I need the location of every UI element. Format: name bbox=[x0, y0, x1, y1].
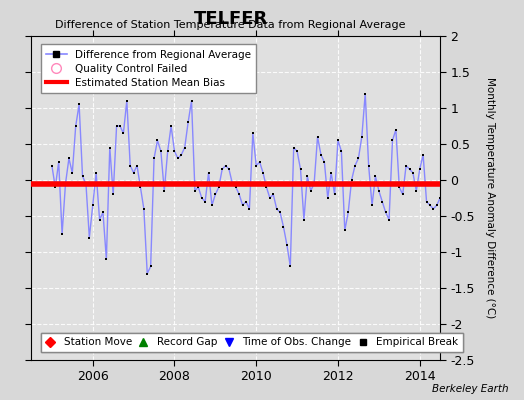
Y-axis label: Monthly Temperature Anomaly Difference (°C): Monthly Temperature Anomaly Difference (… bbox=[485, 77, 495, 319]
Text: TELFER: TELFER bbox=[193, 10, 268, 28]
Text: Difference of Station Temperature Data from Regional Average: Difference of Station Temperature Data f… bbox=[56, 20, 406, 30]
Legend: Station Move, Record Gap, Time of Obs. Change, Empirical Break: Station Move, Record Gap, Time of Obs. C… bbox=[41, 333, 463, 352]
Text: Berkeley Earth: Berkeley Earth bbox=[432, 384, 508, 394]
